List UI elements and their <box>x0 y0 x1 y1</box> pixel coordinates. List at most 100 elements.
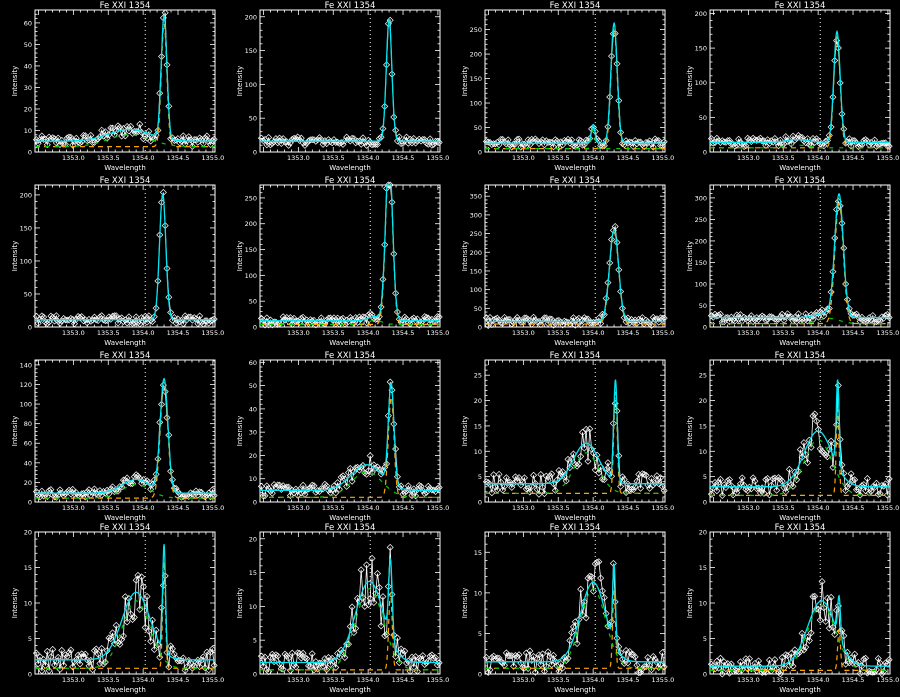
data-point-diamond <box>513 314 521 322</box>
data-point-diamond <box>201 664 209 672</box>
data-point-diamond <box>758 137 766 145</box>
chart-title: Fe XXI 1354 <box>100 523 151 533</box>
y-axis-label: Intensity <box>236 241 244 271</box>
x-tick-label: 1355.0 <box>427 154 450 162</box>
data-point-diamond <box>422 659 430 667</box>
data-point-diamond <box>802 643 810 651</box>
data-point-diamond <box>872 318 880 326</box>
data-point-diamond <box>421 313 429 321</box>
y-axis-label: Intensity <box>236 66 244 96</box>
y-tick-label: 0 <box>253 149 257 157</box>
data-point-diamond <box>593 451 601 459</box>
data-point-diamond <box>878 313 886 321</box>
data-point-diamond <box>566 637 574 645</box>
data-point-diamond <box>107 315 115 323</box>
data-point-diamond <box>726 669 734 677</box>
data-point-diamond <box>295 486 303 494</box>
data-point-diamond <box>548 661 556 669</box>
data-point-diamond <box>811 311 819 319</box>
data-point-diamond <box>410 663 418 671</box>
data-point-diamond <box>312 137 320 145</box>
data-point-diamond <box>526 488 534 496</box>
data-point-diamond <box>747 312 755 320</box>
data-point-diamond <box>203 132 211 140</box>
data-point-diamond <box>399 139 407 147</box>
data-point-diamond <box>383 630 391 638</box>
y-tick-label: 200 <box>695 10 707 18</box>
y-tick-label: 200 <box>695 237 707 245</box>
x-axis-label: Wavelength <box>104 686 146 694</box>
y-tick-label: 150 <box>20 224 32 232</box>
data-point-diamond <box>308 481 316 489</box>
x-tick-label: 1353.0 <box>62 676 85 684</box>
observed-spectrum-line <box>36 385 215 499</box>
data-point-diamond <box>299 481 307 489</box>
data-point-diamond <box>731 142 739 150</box>
data-point-diamond <box>363 141 371 149</box>
data-point-diamond <box>375 583 383 591</box>
data-point-diamond <box>305 137 313 145</box>
data-point-diamond <box>559 664 567 672</box>
data-point-diamond <box>722 138 730 146</box>
data-point-diamond <box>822 617 830 625</box>
y-axis-label: Intensity <box>461 66 469 96</box>
data-point-diamond <box>642 471 650 479</box>
data-point-diamond <box>635 315 643 323</box>
data-point-diamond <box>40 135 48 143</box>
data-point-diamond <box>548 470 556 478</box>
data-point-diamond <box>579 141 587 149</box>
data-point-diamond <box>729 316 737 324</box>
data-point-diamond <box>753 485 761 493</box>
data-point-diamond <box>63 488 71 496</box>
data-point-diamond <box>537 471 545 479</box>
data-point-diamond <box>161 9 169 17</box>
chart-title: Fe XXI 1354 <box>100 176 151 186</box>
data-point-diamond <box>43 319 51 327</box>
data-point-diamond <box>94 650 102 658</box>
x-tick-label: 1354.5 <box>617 504 640 512</box>
data-point-diamond <box>87 131 95 139</box>
data-point-diamond <box>383 460 391 468</box>
data-point-diamond <box>263 482 271 490</box>
data-point-diamond <box>208 645 216 653</box>
y-tick-label: 0 <box>253 324 257 332</box>
x-axis-label: Wavelength <box>329 686 371 694</box>
x-tick-label: 1353.5 <box>772 504 795 512</box>
data-point-diamond <box>381 632 389 640</box>
x-tick-label: 1353.0 <box>287 154 310 162</box>
data-point-diamond <box>308 136 316 144</box>
data-point-diamond <box>785 313 793 321</box>
data-point-diamond <box>591 466 599 474</box>
data-point-diamond <box>546 653 554 661</box>
data-point-diamond <box>65 649 73 657</box>
data-point-diamond <box>107 124 115 132</box>
data-point-diamond <box>637 138 645 146</box>
data-point-diamond <box>395 133 403 141</box>
data-point-diamond <box>829 463 837 471</box>
data-point-diamond <box>642 138 650 146</box>
x-tick-label: 1353.0 <box>287 504 310 512</box>
x-tick-label: 1353.5 <box>322 154 345 162</box>
data-point-diamond <box>40 655 48 663</box>
x-tick-label: 1353.5 <box>772 329 795 337</box>
plot-frame <box>259 184 441 328</box>
data-point-diamond <box>595 469 603 477</box>
data-point-diamond <box>785 465 793 473</box>
y-tick-label: 0 <box>478 671 482 679</box>
data-point-diamond <box>515 135 523 143</box>
data-point-diamond <box>408 315 416 323</box>
total-fit-line <box>35 13 215 142</box>
data-point-diamond <box>199 492 207 500</box>
spectrum-panel: Fe XXI 1354 Wavelength Intensity 1353.0 1353… <box>11 1 224 172</box>
data-point-diamond <box>354 594 362 602</box>
y-tick-label: 100 <box>470 286 482 294</box>
x-tick-label: 1354.0 <box>582 504 605 512</box>
data-point-diamond <box>419 136 427 144</box>
data-point-diamond <box>713 312 721 320</box>
total-fit-line <box>485 21 665 144</box>
data-point-diamond <box>497 478 505 486</box>
data-point-diamond <box>767 313 775 321</box>
y-axis-label: Intensity <box>461 241 469 271</box>
data-point-diamond <box>526 141 534 149</box>
